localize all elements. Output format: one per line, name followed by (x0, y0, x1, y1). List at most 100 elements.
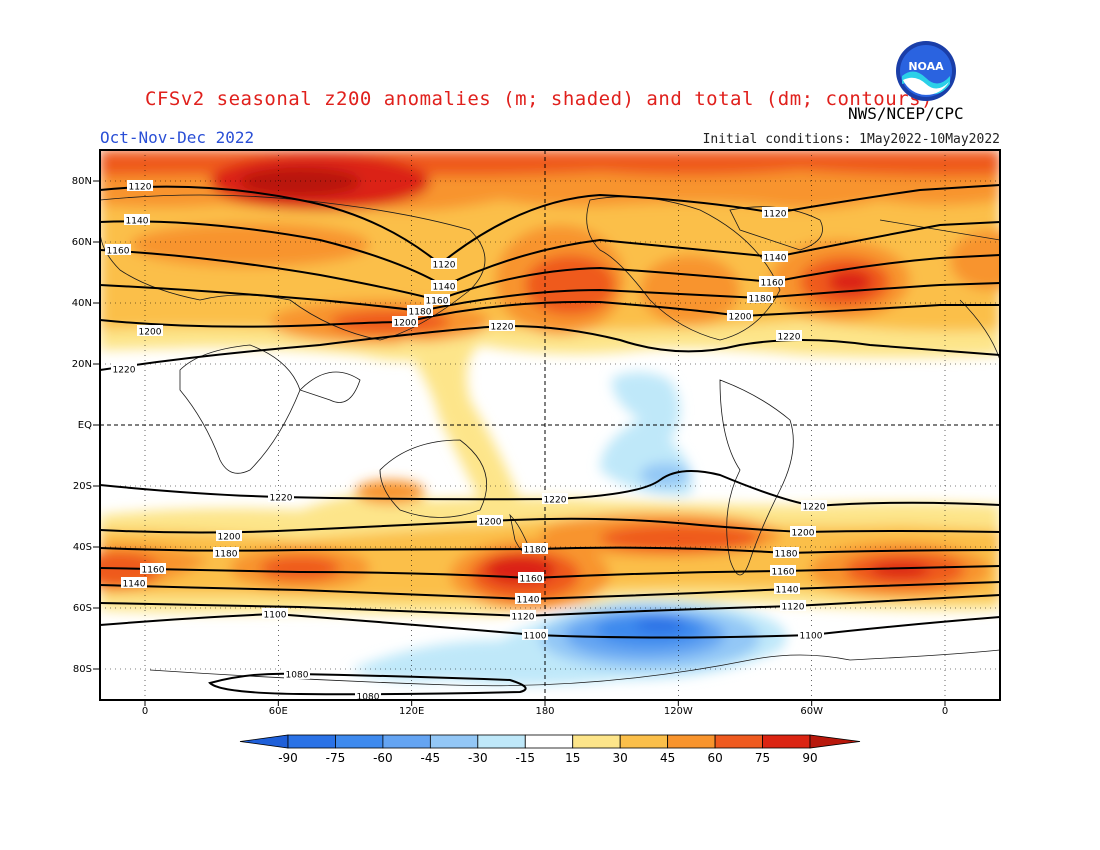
lon-tick-label: 0 (142, 706, 148, 717)
contour-label: 1180 (215, 550, 238, 560)
lon-tick-label: 180 (535, 706, 554, 717)
lon-tick-label: 0 (942, 706, 948, 717)
contour-label: 1120 (129, 183, 152, 193)
colorbar-box (762, 734, 811, 749)
contour-label-bg (762, 251, 788, 262)
contour-label: 1100 (524, 632, 547, 642)
contour-label-bg (773, 547, 799, 558)
colorbar-label: -60 (373, 751, 393, 765)
contour-label: 1160 (426, 297, 449, 307)
contour-label-bg (216, 530, 242, 541)
contour-label: 1120 (433, 261, 456, 271)
season-label: Oct-Nov-Dec 2022 (100, 128, 255, 147)
colorbar-low-arrow (239, 734, 289, 749)
contour-label: 1200 (792, 529, 815, 539)
contour-label: 1200 (139, 328, 162, 338)
contour-label: 1080 (357, 693, 380, 703)
contour-label-bg (774, 583, 800, 594)
contour-label-bg (747, 292, 773, 303)
colorbar-label: 45 (660, 751, 675, 765)
contour-label: 1180 (409, 308, 432, 318)
colorbar-box (667, 734, 716, 749)
colorbar: -90 -75 -60 -45 -30 -15 15 30 45 60 75 90 (239, 734, 861, 765)
noaa-logo-icon: NOAA (896, 41, 956, 101)
colorbar-box (619, 734, 669, 749)
contour-labels: 1120 1120 1120 1120 1120 1140 1140 1140 1140 1140… (100, 150, 1000, 703)
contour-label: 1180 (775, 550, 798, 560)
contour-label-bg (424, 294, 450, 305)
colorbar-label: 30 (613, 751, 628, 765)
contour-label: 1120 (782, 603, 805, 613)
colorbar-box (287, 734, 336, 749)
colorbar-label: 90 (802, 751, 817, 765)
colorbar-box (382, 734, 431, 749)
contour-label: 1140 (126, 217, 149, 227)
contour-label-bg (111, 363, 137, 374)
contour-label-bg (137, 325, 163, 336)
contour-label-bg (522, 629, 548, 640)
lat-tick-label: 20S (73, 481, 92, 492)
contour-label-bg (759, 276, 785, 287)
contour-label: 1140 (123, 580, 146, 590)
lat-tick-label: 40S (73, 542, 92, 553)
contour-label-bg (431, 258, 457, 269)
contour-label-bg (262, 608, 288, 619)
contour-label: 1180 (524, 546, 547, 556)
contour-label: 1120 (512, 613, 535, 623)
colorbar-box (429, 734, 479, 749)
svg-text:NOAA: NOAA (908, 60, 944, 73)
contour-label: 1160 (142, 566, 165, 576)
contour-label-bg (522, 543, 548, 554)
contour-label: 1080 (286, 671, 309, 681)
contour-label-bg (121, 577, 147, 588)
lat-tick-label: 80S (73, 664, 92, 675)
contour-label: 1120 (764, 210, 787, 220)
contour-label: 1220 (270, 494, 293, 504)
contour-label-bg (392, 316, 418, 327)
contour-label-bg (284, 668, 310, 679)
lat-tick-label: 40N (72, 298, 92, 309)
colorbar-label: -90 (278, 751, 298, 765)
contour-label: 1140 (764, 254, 787, 264)
colorbar-label: -75 (326, 751, 346, 765)
contour-label-bg (127, 180, 153, 191)
contour-label-bg (762, 207, 788, 218)
contour-label-bg (477, 515, 503, 526)
contour-label: 1160 (772, 568, 795, 578)
latitude-axis: 80N 60N 40N 20N EQ 20S 40S 60S 80S (72, 176, 100, 675)
contour-label-bg (727, 310, 753, 321)
colorbar-label: 75 (755, 751, 770, 765)
contour-label: 1200 (218, 533, 241, 543)
colorbar-box (477, 734, 526, 749)
colorbar-label: 60 (707, 751, 722, 765)
contour-label: 1220 (778, 333, 801, 343)
contour-label: 1160 (761, 279, 784, 289)
contour-label: 1140 (433, 283, 456, 293)
contour-label-bg (431, 280, 457, 291)
contour-label-bg (790, 526, 816, 537)
lat-tick-label: 60S (73, 603, 92, 614)
contour-label-bg (213, 547, 239, 558)
lon-tick-label: 120W (664, 706, 693, 717)
contour-label: 1100 (264, 611, 287, 621)
contour-label-bg (515, 593, 541, 604)
colorbar-box (714, 734, 763, 749)
contour-label-bg (770, 565, 796, 576)
contour-label-bg (510, 610, 536, 621)
contour-label: 1160 (107, 247, 130, 257)
contour-label: 1200 (729, 313, 752, 323)
contour-label: 1220 (803, 503, 826, 513)
contour-label: 1160 (520, 575, 543, 585)
contour-label: 1200 (479, 518, 502, 528)
contour-label-bg (780, 600, 806, 611)
contour-label-bg (140, 563, 166, 574)
colorbar-box (335, 734, 384, 749)
contour-label-bg (542, 493, 568, 504)
colorbar-box (524, 734, 574, 749)
colorbar-label: -30 (468, 751, 488, 765)
lat-tick-label: EQ (78, 420, 92, 431)
contour-label: 1220 (113, 366, 136, 376)
contour-label-bg (776, 330, 802, 341)
contour-label: 1140 (776, 586, 799, 596)
